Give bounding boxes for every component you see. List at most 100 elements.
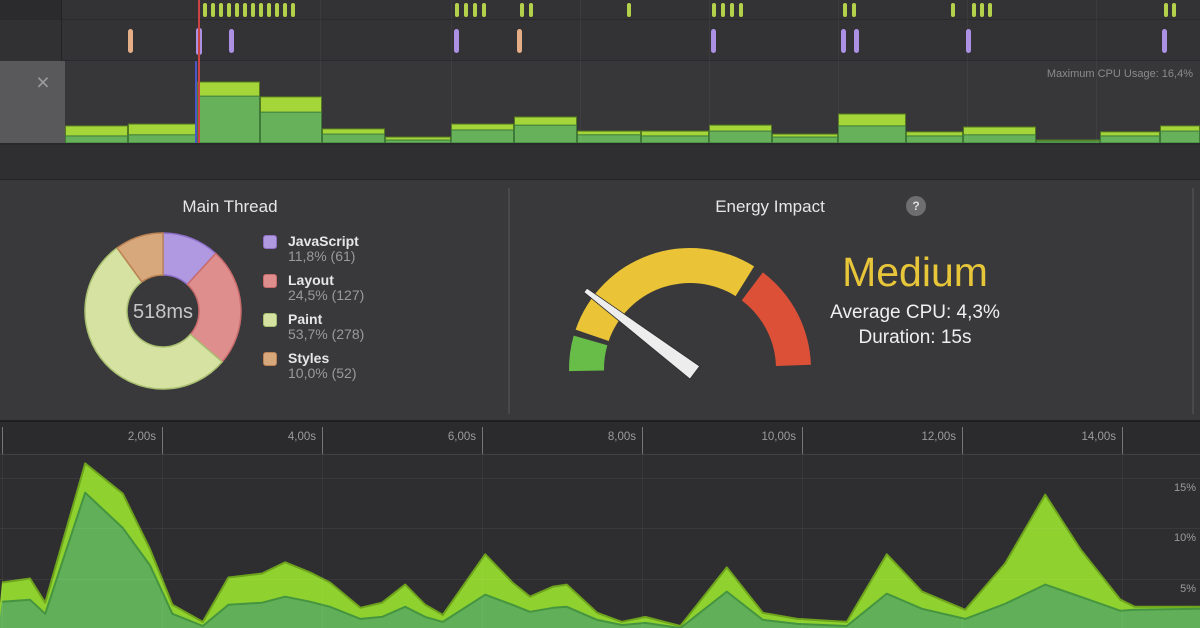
cpu-bar-main-thread[interactable] [65,135,128,143]
cpu-overview-track[interactable]: × Maximum CPU Usage: 16,4% [0,61,1200,145]
frame-marker[interactable] [972,3,976,17]
legend-item-styles: Styles 10,0% (52) [263,351,364,381]
cpu-bar-main-thread[interactable] [709,130,772,143]
frame-marker[interactable] [464,3,468,17]
cpu-bar-main-thread[interactable] [1160,130,1200,143]
event-marker-script[interactable] [854,29,859,53]
grid-line [962,455,963,628]
main-thread-title: Main Thread [182,197,278,216]
playhead-line[interactable] [198,0,200,143]
frame-marker[interactable] [259,3,263,17]
legend-item-paint: Paint 53,7% (278) [263,311,364,342]
cpu-bar-main-thread[interactable] [197,95,260,143]
cpu-bar-main-thread[interactable] [838,125,906,143]
close-icon[interactable]: × [36,69,50,95]
frame-marker[interactable] [455,3,459,17]
frame-marker[interactable] [1164,3,1168,17]
ruler-tick [962,427,963,454]
frame-marker[interactable] [291,3,295,17]
frame-marker[interactable] [243,3,247,17]
frame-marker[interactable] [712,3,716,17]
grid-line [482,455,483,628]
event-marker-script[interactable] [966,29,971,53]
cpu-bar-main-thread[interactable] [260,111,322,143]
cpu-bar-main-thread[interactable] [385,139,451,143]
donut-center-label: 518ms [132,301,194,323]
grid-line [580,0,581,143]
cpu-bar-main-thread[interactable] [322,133,385,143]
frame-marker[interactable] [739,3,743,17]
frame-marker[interactable] [721,3,725,17]
frame-marker[interactable] [980,3,984,17]
grid-line [322,455,323,628]
energy-impact-value: Medium [842,249,988,295]
grid-line [802,455,803,628]
cpu-bar-main-thread[interactable] [1036,140,1100,143]
frame-marker[interactable] [730,3,734,17]
legend-swatch [263,313,277,327]
frame-marker[interactable] [843,3,847,17]
cpu-bar-main-thread[interactable] [514,124,577,143]
main-thread-donut-chart [84,232,242,390]
cpu-bar-main-thread[interactable] [451,129,514,143]
cpu-percent-label: 5% [1180,582,1196,595]
frame-marker[interactable] [473,3,477,17]
frame-marker[interactable] [267,3,271,17]
event-marker-script[interactable] [841,29,846,53]
help-icon[interactable]: ? [906,196,926,216]
time-ruler[interactable]: 2,00s 4,00s 6,00s 8,00s 10,00s 12,00s 14,00s [0,421,1200,455]
event-marker-styles[interactable] [128,29,133,53]
max-cpu-usage-label: Maximum CPU Usage: 16,4% [1046,68,1193,80]
ruler-time-label: 14,00s [1081,431,1116,443]
frame-marker[interactable] [283,3,287,17]
event-marker-styles[interactable] [517,29,522,53]
frame-marker[interactable] [227,3,231,17]
frame-marker[interactable] [203,3,207,17]
cpu-bar-main-thread[interactable] [963,134,1036,143]
grid-line [642,455,643,628]
cpu-bar-main-thread[interactable] [906,135,963,143]
frame-marker[interactable] [211,3,215,17]
event-marker-script[interactable] [1162,29,1167,53]
frame-marker[interactable] [251,3,255,17]
grid-line [1096,0,1097,143]
frame-marker[interactable] [275,3,279,17]
legend-label: Paint [288,311,323,327]
cpu-bar-main-thread[interactable] [128,134,197,143]
frame-marker[interactable] [482,3,486,17]
cpu-usage-detail-chart[interactable]: 15% 10% 5% [0,455,1200,628]
frame-marker[interactable] [627,3,631,17]
grid-line [451,0,452,143]
cpu-bar-main-thread[interactable] [577,134,641,143]
ruler-tick [2,427,3,454]
frame-marker[interactable] [520,3,524,17]
cpu-bar-main-thread[interactable] [1100,135,1160,143]
gauge-needle [583,287,701,380]
frame-marker[interactable] [951,3,955,17]
donut-segment-styles [116,232,164,283]
legend-value: 24,5% (127) [288,287,365,303]
frame-marker[interactable] [219,3,223,17]
selection-edge-line[interactable] [195,61,197,143]
cpu-bar-main-thread[interactable] [641,135,709,143]
cpu-overview-bars[interactable] [65,61,1200,143]
legend-swatch [263,235,277,249]
frame-marker[interactable] [1172,3,1176,17]
ruler-tick [162,427,163,454]
legend-item-layout: Layout 24,5% (127) [263,273,365,303]
event-marker-script[interactable] [454,29,459,53]
frame-marker[interactable] [852,3,856,17]
cpu-bar-main-thread[interactable] [772,136,838,143]
frame-marker[interactable] [988,3,992,17]
frame-marker[interactable] [529,3,533,17]
events-track[interactable] [0,20,1200,61]
panel-divider [508,188,510,414]
grid-line [162,455,163,628]
ruler-tick [642,427,643,454]
frames-track-gutter [0,0,62,20]
event-marker-script[interactable] [229,29,234,53]
frame-marker[interactable] [235,3,239,17]
donut-segment-paint [84,247,223,390]
frames-track[interactable] [0,0,1200,20]
event-marker-script[interactable] [711,29,716,53]
